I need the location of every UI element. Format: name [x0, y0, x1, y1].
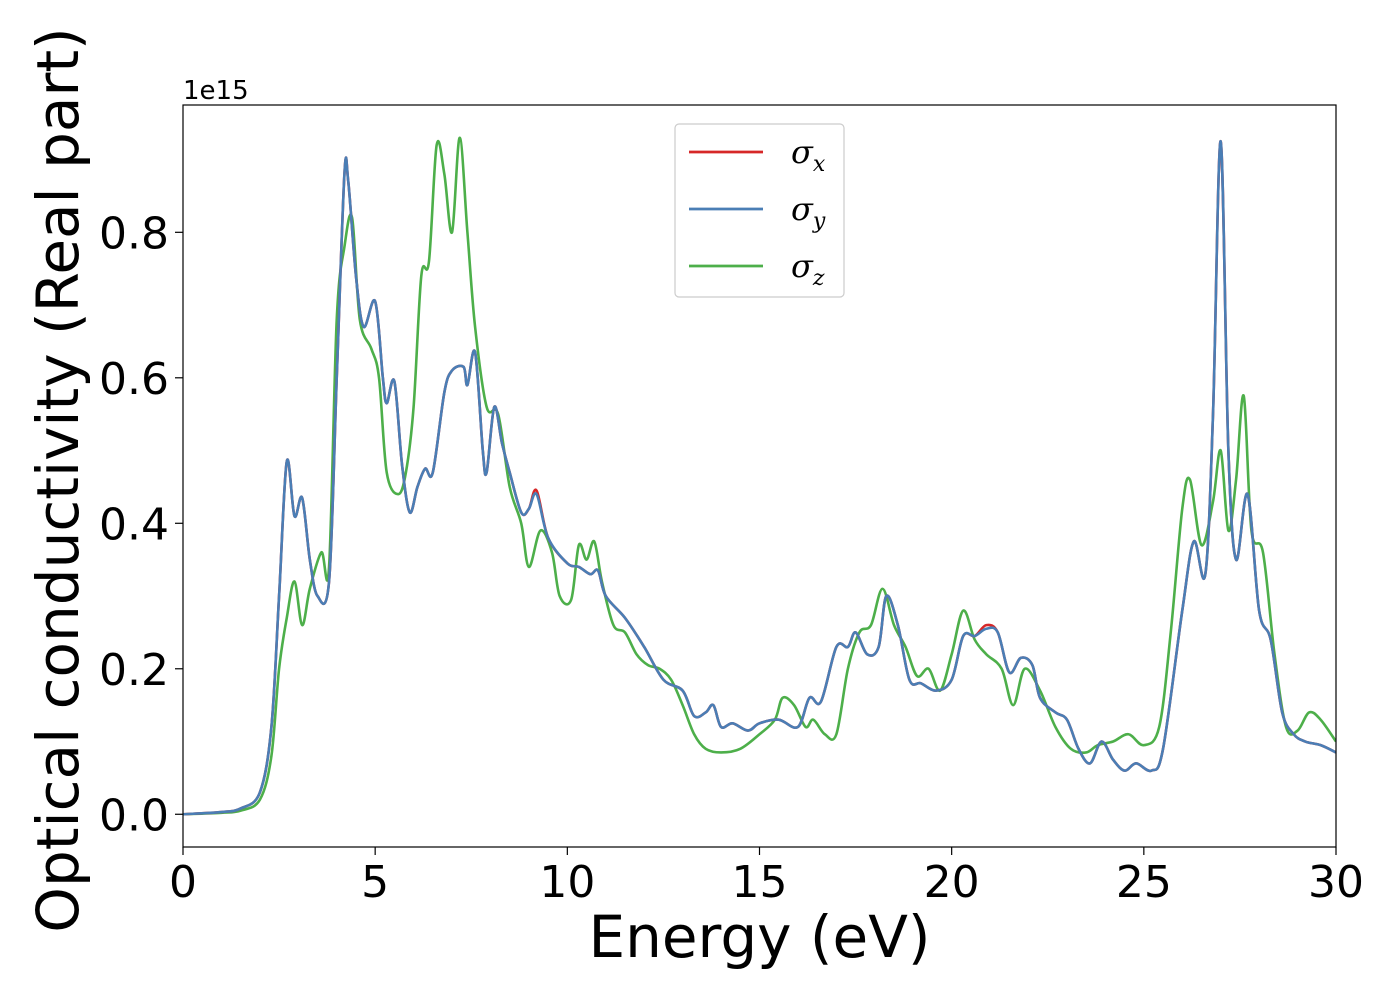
x-axis-ticks: 0 5 10 15 20 25 30	[169, 847, 1364, 908]
legend-box	[674, 123, 845, 298]
series-line-z	[183, 136, 1336, 816]
x-tick-label: 5	[361, 857, 389, 908]
legend-label-z: σz	[791, 247, 825, 291]
y-tick-label: 0.2	[99, 645, 169, 696]
legend-label-y: σy	[791, 190, 826, 234]
plot-lines	[183, 136, 1336, 816]
y-axis-title: Optical conductivity (Real part)	[24, 27, 92, 932]
y-tick-label: 0.4	[99, 499, 169, 550]
x-axis-title: Energy (eV)	[588, 903, 930, 971]
y-tick-label: 0.6	[99, 354, 169, 405]
y-tick-label: 0.8	[99, 208, 169, 259]
x-tick-label: 15	[732, 857, 788, 908]
series-line-y	[183, 140, 1336, 816]
legend: σx σy σz	[674, 123, 845, 298]
y-tick-label: 0.0	[99, 790, 169, 841]
x-tick-label: 25	[1116, 857, 1172, 908]
y-axis-ticks: 0.0 0.2 0.4 0.6 0.8	[99, 208, 183, 841]
legend-label-x: σx	[791, 133, 826, 177]
x-tick-label: 30	[1308, 857, 1364, 908]
x-tick-label: 0	[169, 857, 197, 908]
y-axis-offset-label: 1e15	[183, 76, 249, 106]
x-tick-label: 20	[924, 857, 980, 908]
x-tick-label: 10	[539, 857, 595, 908]
